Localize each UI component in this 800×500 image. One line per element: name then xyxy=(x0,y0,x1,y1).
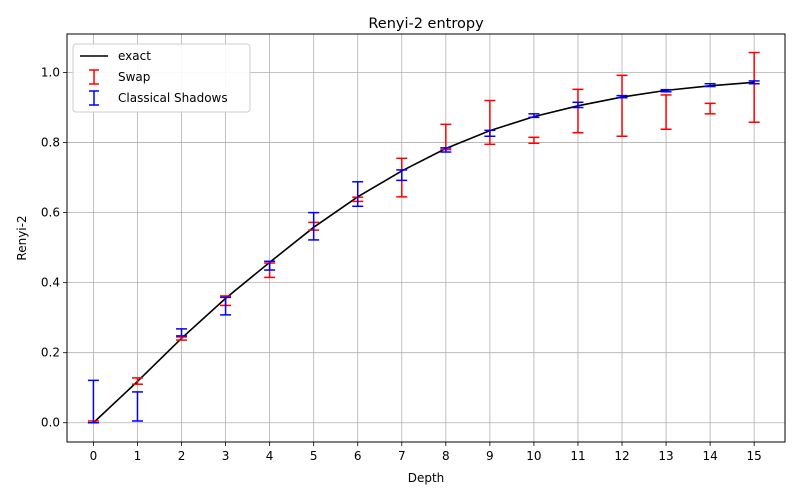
legend-label-exact: exact xyxy=(118,49,151,63)
errorbar-classical-shadows xyxy=(704,82,716,88)
legend-box xyxy=(72,43,251,113)
legend-swatch-swap xyxy=(89,69,99,85)
x-axis: 0 1 2 3 4 5 6 7 8 9 10 11 12 13 14 15 xyxy=(90,442,762,463)
x-tick-label: 0 xyxy=(90,449,98,463)
errorbar-classical-shadows xyxy=(440,147,452,153)
errorbar-classical-shadows xyxy=(352,181,364,208)
errorbar-classical-shadows xyxy=(264,260,276,271)
errorbar-classical-shadows xyxy=(660,88,672,93)
x-tick-label: 9 xyxy=(486,449,494,463)
y-tick-label: 0.0 xyxy=(41,416,60,430)
errorbar-classical-shadows xyxy=(484,129,496,138)
series-layer xyxy=(87,51,760,424)
x-tick-label: 5 xyxy=(310,449,318,463)
errorbar-classical-shadows xyxy=(528,113,540,119)
errorbar-swap xyxy=(528,136,540,145)
chart-title: Renyi-2 entropy xyxy=(368,16,484,32)
errorbar-classical-shadows xyxy=(308,211,320,241)
errorbar-classical-shadows xyxy=(87,379,99,424)
errorbar-classical-shadows xyxy=(220,296,232,316)
x-tick-label: 13 xyxy=(658,449,673,463)
errorbar-swap xyxy=(660,94,672,131)
y-axis: 0.0 0.2 0.4 0.6 0.8 1.0 xyxy=(41,66,67,430)
errorbar-swap xyxy=(176,336,188,341)
plot-frame xyxy=(66,33,786,443)
x-tick-label: 11 xyxy=(570,449,585,463)
x-tick-label: 10 xyxy=(526,449,541,463)
x-tick-label: 2 xyxy=(178,449,186,463)
x-tick-label: 7 xyxy=(398,449,406,463)
errorbar-classical-shadows xyxy=(131,391,143,422)
errorbar-classical-shadows xyxy=(748,80,760,85)
errorbar-classical-shadows xyxy=(616,94,628,99)
errorbar-classical-shadows xyxy=(176,328,188,337)
legend-swatch-classical-shadows xyxy=(89,90,99,106)
y-axis-label: Renyi-2 xyxy=(15,215,29,260)
errorbar-swap xyxy=(572,88,584,134)
x-tick-label: 3 xyxy=(222,449,230,463)
x-tick-label: 8 xyxy=(442,449,450,463)
errorbar-swap xyxy=(131,377,143,385)
y-tick-label: 1.0 xyxy=(41,66,60,80)
x-tick-label: 4 xyxy=(266,449,274,463)
errorbar-swap xyxy=(484,99,496,146)
errorbar-classical-shadows xyxy=(572,101,584,109)
y-tick-label: 0.6 xyxy=(41,206,60,220)
x-axis-label: Depth xyxy=(408,471,445,485)
legend-label-classical-shadows: Classical Shadows xyxy=(118,91,228,105)
legend-label-swap: Swap xyxy=(118,70,150,84)
errorbar-swap xyxy=(616,74,628,138)
legend: exact Swap Classical Shadows xyxy=(72,43,251,113)
y-tick-label: 0.4 xyxy=(41,276,60,290)
x-tick-label: 14 xyxy=(702,449,717,463)
errorbar-swap xyxy=(704,102,716,115)
x-tick-label: 1 xyxy=(134,449,142,463)
series-line-exact xyxy=(92,81,755,424)
y-tick-label: 0.8 xyxy=(41,136,60,150)
errorbar-classical-shadows xyxy=(396,169,408,182)
y-tick-label: 0.2 xyxy=(41,346,60,360)
errorbar-swap xyxy=(748,51,760,124)
x-tick-label: 6 xyxy=(354,449,362,463)
x-tick-label: 12 xyxy=(614,449,629,463)
x-tick-label: 15 xyxy=(747,449,762,463)
